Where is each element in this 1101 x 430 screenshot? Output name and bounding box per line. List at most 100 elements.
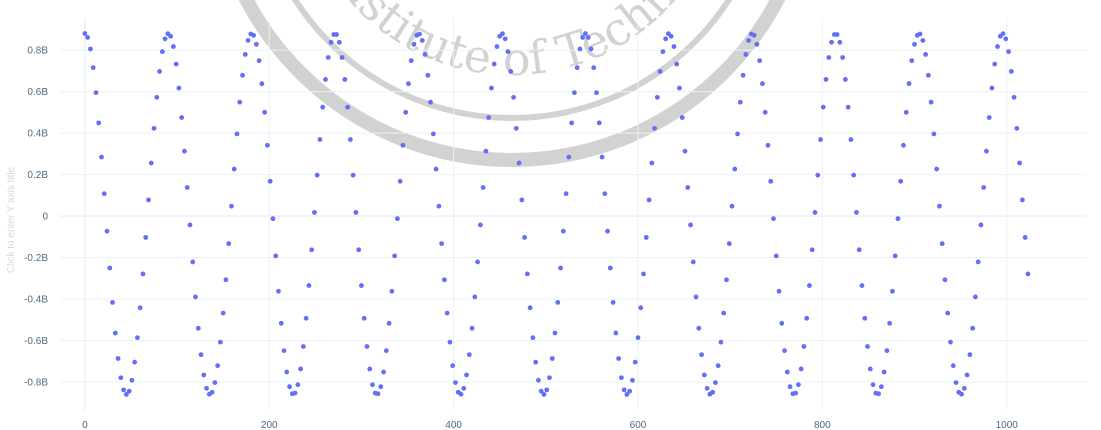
data-point[interactable] bbox=[967, 352, 973, 358]
data-point[interactable] bbox=[527, 305, 533, 311]
data-point[interactable] bbox=[928, 99, 934, 105]
data-point[interactable] bbox=[729, 203, 735, 209]
data-point[interactable] bbox=[925, 72, 931, 78]
data-point[interactable] bbox=[524, 271, 530, 277]
data-point[interactable] bbox=[995, 44, 1000, 49]
data-point[interactable] bbox=[403, 109, 409, 115]
data-point[interactable] bbox=[439, 241, 445, 247]
data-point[interactable] bbox=[795, 382, 801, 388]
data-point[interactable] bbox=[96, 120, 102, 126]
data-point[interactable] bbox=[218, 339, 223, 345]
data-point[interactable] bbox=[690, 259, 696, 265]
data-point[interactable] bbox=[613, 330, 619, 336]
data-point[interactable] bbox=[1019, 197, 1025, 203]
data-point[interactable] bbox=[856, 247, 862, 253]
data-point[interactable] bbox=[123, 392, 129, 397]
data-point[interactable] bbox=[359, 283, 364, 288]
data-point[interactable] bbox=[870, 382, 876, 388]
data-point[interactable] bbox=[920, 38, 926, 43]
data-point[interactable] bbox=[765, 142, 771, 148]
data-point[interactable] bbox=[229, 203, 234, 209]
data-point[interactable] bbox=[397, 178, 403, 184]
data-point[interactable] bbox=[923, 52, 928, 57]
data-point[interactable] bbox=[472, 294, 478, 300]
data-point[interactable] bbox=[677, 85, 682, 91]
data-point[interactable] bbox=[364, 344, 370, 349]
data-point[interactable] bbox=[536, 377, 541, 383]
data-point[interactable] bbox=[411, 41, 417, 47]
data-point[interactable] bbox=[715, 363, 721, 369]
data-point[interactable] bbox=[571, 90, 577, 96]
data-point[interactable] bbox=[489, 85, 494, 91]
data-point[interactable] bbox=[135, 335, 140, 341]
data-point[interactable] bbox=[909, 58, 915, 64]
data-point[interactable] bbox=[422, 52, 428, 57]
data-point[interactable] bbox=[406, 81, 411, 87]
data-point[interactable] bbox=[972, 294, 978, 300]
data-point[interactable] bbox=[942, 277, 948, 283]
data-point[interactable] bbox=[270, 216, 276, 222]
data-point[interactable] bbox=[674, 61, 680, 67]
data-point[interactable] bbox=[953, 380, 959, 385]
data-point[interactable] bbox=[187, 222, 193, 228]
data-point[interactable] bbox=[812, 210, 818, 215]
data-point[interactable] bbox=[234, 131, 240, 137]
data-point[interactable] bbox=[115, 356, 121, 361]
data-point[interactable] bbox=[353, 210, 359, 215]
data-point[interactable] bbox=[804, 315, 810, 321]
data-point[interactable] bbox=[212, 380, 218, 385]
data-point[interactable] bbox=[508, 69, 514, 74]
data-point[interactable] bbox=[726, 241, 732, 247]
data-point[interactable] bbox=[453, 380, 458, 385]
data-point[interactable] bbox=[450, 363, 456, 369]
data-point[interactable] bbox=[491, 61, 497, 67]
data-point[interactable] bbox=[671, 44, 677, 49]
data-point[interactable] bbox=[511, 94, 516, 100]
data-point[interactable] bbox=[978, 222, 984, 228]
data-point[interactable] bbox=[751, 32, 757, 38]
data-point[interactable] bbox=[262, 109, 268, 115]
data-point[interactable] bbox=[516, 160, 522, 166]
data-point[interactable] bbox=[300, 344, 306, 349]
data-point[interactable] bbox=[602, 191, 608, 197]
data-point[interactable] bbox=[325, 55, 331, 60]
data-point[interactable] bbox=[295, 382, 301, 388]
data-point[interactable] bbox=[1008, 69, 1014, 74]
data-point[interactable] bbox=[859, 283, 865, 288]
data-point[interactable] bbox=[704, 385, 710, 391]
data-point[interactable] bbox=[768, 178, 774, 184]
data-point[interactable] bbox=[826, 55, 832, 60]
data-point[interactable] bbox=[347, 137, 353, 142]
data-point[interactable] bbox=[735, 131, 740, 137]
data-point[interactable] bbox=[146, 197, 151, 203]
data-point[interactable] bbox=[823, 77, 829, 82]
data-point[interactable] bbox=[430, 131, 436, 137]
data-point[interactable] bbox=[121, 387, 127, 393]
data-point[interactable] bbox=[442, 277, 447, 283]
data-point[interactable] bbox=[939, 241, 945, 247]
data-point[interactable] bbox=[447, 339, 453, 345]
data-point[interactable] bbox=[574, 65, 580, 71]
data-point[interactable] bbox=[1006, 49, 1011, 55]
data-point[interactable] bbox=[475, 259, 480, 265]
data-point[interactable] bbox=[721, 310, 727, 316]
data-point[interactable] bbox=[99, 154, 104, 160]
data-point[interactable] bbox=[513, 125, 519, 131]
data-point[interactable] bbox=[912, 41, 917, 47]
data-point[interactable] bbox=[558, 265, 563, 271]
data-point[interactable] bbox=[259, 81, 265, 87]
data-point[interactable] bbox=[713, 380, 718, 385]
data-point[interactable] bbox=[1017, 160, 1023, 166]
data-point[interactable] bbox=[209, 389, 215, 395]
data-point[interactable] bbox=[182, 148, 187, 154]
data-point[interactable] bbox=[170, 44, 176, 49]
data-point[interactable] bbox=[464, 372, 469, 378]
data-point[interactable] bbox=[193, 294, 198, 300]
data-point[interactable] bbox=[1014, 125, 1020, 131]
data-point[interactable] bbox=[137, 305, 143, 311]
data-point[interactable] bbox=[843, 77, 848, 82]
data-point[interactable] bbox=[881, 369, 887, 375]
data-point[interactable] bbox=[361, 315, 367, 321]
data-point[interactable] bbox=[580, 35, 586, 40]
